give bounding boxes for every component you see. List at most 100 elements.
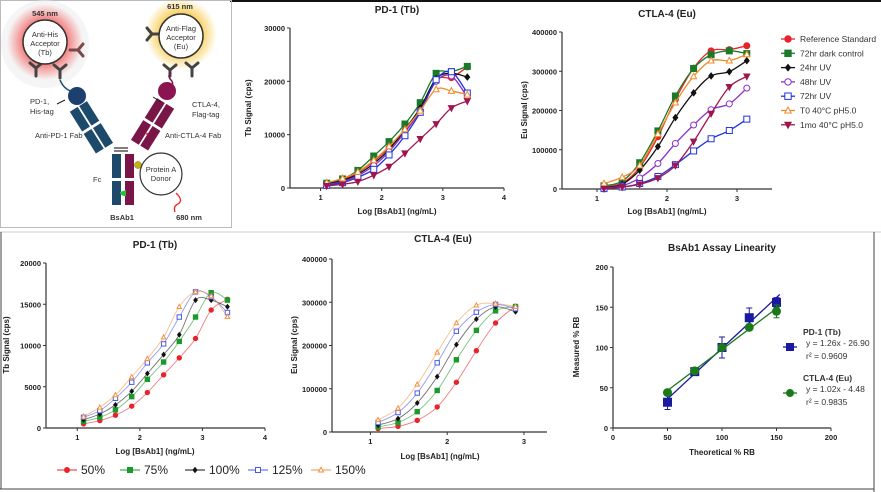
legend-marker: [64, 467, 70, 473]
chart-2: PD-1 (Tb) Log [BsAb1] (ng/mL) Tb Signal (c…: [2, 240, 268, 456]
legend-marker: [784, 49, 792, 57]
y-tick-label: 0: [323, 428, 327, 437]
antibody-icons: [28, 26, 200, 80]
data-point: [129, 403, 135, 409]
data-point: [447, 68, 455, 76]
x-axis-label: Theoretical % RB: [689, 448, 755, 457]
donor-label-2: Donor: [151, 174, 172, 183]
data-point: [671, 98, 680, 106]
curve: [326, 87, 468, 184]
x-tick-label: 2: [445, 437, 449, 446]
data-point: [434, 404, 440, 410]
y-axis-label: Tb Signal (cps): [2, 316, 11, 374]
x-tick-label: 2: [665, 194, 669, 203]
data-point: [385, 163, 393, 172]
chart-1: CTLA-4 (Eu) Log [BsAb1] (ng/mL) Eu Signal …: [520, 9, 772, 216]
pd1-tag-label-2: His-tag: [30, 107, 54, 116]
tag-arrows: [56, 96, 162, 105]
x-tick-label: 3: [735, 194, 739, 203]
fit-r-squared: r² = 0.9835: [806, 397, 848, 407]
eu-acceptor-label-2: Acceptor: [166, 33, 196, 42]
y-tick-label: 200000: [532, 107, 557, 116]
data-point: [654, 175, 662, 183]
series-T0 40°C pH5.0: [600, 49, 751, 187]
data-point: [416, 136, 425, 144]
legend-linearity: PD-1 (Tb)y = 1.26x - 26.90 r² = 0.9609 CTL…: [783, 327, 870, 407]
curve: [83, 290, 228, 418]
y-tick-label: 100: [595, 344, 608, 353]
data-point: [432, 76, 440, 84]
data-point: [453, 379, 460, 385]
data-point: [176, 338, 182, 345]
y-tick-label: 300000: [302, 298, 327, 307]
series-72hr dark control: [323, 62, 471, 187]
series-100%: [81, 296, 230, 423]
legend-marker: [784, 78, 792, 86]
y-tick-label: 0: [37, 424, 41, 433]
y-tick-label: 10000: [264, 131, 285, 140]
x-tick-label: 3: [200, 433, 204, 442]
legend-label: Reference Standard: [800, 34, 876, 44]
series-CTLA-4 (Eu): [663, 304, 781, 398]
data-point: [447, 105, 456, 113]
data-point: [463, 90, 472, 98]
y-axis-label: Eu Signal (cps): [520, 81, 529, 139]
curve: [326, 70, 468, 186]
ctla4-fab-arm: [129, 96, 176, 152]
data-point: [690, 89, 697, 97]
data-point: [129, 393, 135, 400]
data-point: [654, 129, 662, 137]
y-axis-label: Tb Signal (cps): [244, 79, 253, 137]
data-point: [743, 115, 751, 123]
data-point: [414, 400, 420, 407]
legend-marker: [783, 121, 793, 130]
data-point: [717, 343, 727, 352]
x-axis-label: Log [BsAb1] (ng/mL): [400, 452, 479, 461]
fc-label: Fc: [93, 175, 102, 184]
data-point: [193, 297, 198, 304]
x-tick-label: 1: [75, 433, 79, 442]
series-72hr UV: [323, 68, 471, 189]
x-tick-label: 1: [595, 194, 599, 203]
pd1-tag-label-1: PD-1,: [30, 97, 49, 106]
data-point: [463, 98, 472, 106]
data-point: [338, 174, 347, 182]
data-point: [690, 147, 698, 155]
data-point: [473, 347, 480, 354]
data-point: [690, 121, 698, 129]
data-point: [129, 388, 135, 395]
data-point: [160, 341, 167, 347]
data-point: [708, 72, 715, 80]
donor-label-1: Protein A: [146, 165, 176, 174]
eu-wavelength: 615 nm: [167, 2, 193, 11]
curve: [326, 65, 468, 184]
ctla4-antigen: [158, 82, 176, 100]
fit-r-squared: r² = 0.9609: [806, 351, 848, 361]
pd1-fab-arm: [68, 99, 115, 155]
ctla4-fab-label: Anti-CTLA-4 Fab: [165, 131, 221, 140]
y-tick-label: 400000: [302, 255, 327, 264]
bsab1-assay-diagram: 545 nm 615 nm 680 nm Anti-His Acceptor (…: [1, 0, 221, 222]
y-tick-label: 400000: [532, 28, 557, 37]
data-point: [225, 303, 230, 310]
ctla4-tag-label-2: Flag-tag: [192, 110, 220, 119]
data-point: [144, 376, 151, 383]
data-point: [726, 67, 733, 76]
series-1mo 40°C pH5.0: [600, 73, 751, 193]
legend-label: 48hr UV: [800, 77, 832, 87]
data-point: [725, 47, 733, 55]
data-point: [112, 412, 119, 418]
data-point: [144, 370, 150, 377]
data-point: [401, 150, 409, 158]
data-point: [453, 341, 459, 348]
data-point: [192, 288, 199, 295]
legend-label: CTLA-4 (Eu): [803, 373, 852, 383]
data-point: [743, 56, 750, 65]
donor-wavelength: 680 nm: [176, 213, 202, 222]
data-point: [492, 300, 499, 306]
x-axis-label: Log [BsAb1] (ng/mL): [115, 447, 194, 456]
legend-marker: [784, 92, 792, 100]
tb-wavelength: 545 nm: [32, 9, 58, 18]
data-point: [176, 314, 182, 320]
data-point: [385, 151, 393, 159]
